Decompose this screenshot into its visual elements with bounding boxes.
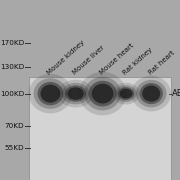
FancyBboxPatch shape bbox=[29, 77, 171, 180]
Text: Rat heart: Rat heart bbox=[147, 49, 175, 76]
Text: ABP1: ABP1 bbox=[172, 89, 180, 98]
Text: Mouse heart: Mouse heart bbox=[99, 42, 135, 76]
Ellipse shape bbox=[120, 89, 132, 99]
Text: Mouse liver: Mouse liver bbox=[72, 44, 105, 76]
Ellipse shape bbox=[136, 80, 166, 107]
Text: Mouse kidney: Mouse kidney bbox=[46, 39, 86, 76]
Ellipse shape bbox=[62, 83, 89, 104]
Ellipse shape bbox=[38, 82, 63, 105]
Ellipse shape bbox=[142, 86, 160, 102]
Ellipse shape bbox=[112, 83, 140, 104]
Ellipse shape bbox=[58, 80, 93, 107]
Ellipse shape bbox=[68, 87, 84, 100]
Text: 130KD: 130KD bbox=[0, 64, 24, 70]
Ellipse shape bbox=[29, 74, 72, 113]
Text: 100KD: 100KD bbox=[0, 91, 24, 97]
Ellipse shape bbox=[131, 76, 171, 111]
Text: Rat kidney: Rat kidney bbox=[122, 46, 154, 76]
Ellipse shape bbox=[115, 85, 137, 102]
Text: 55KD: 55KD bbox=[5, 145, 24, 151]
Ellipse shape bbox=[79, 72, 126, 115]
Ellipse shape bbox=[65, 86, 86, 102]
Ellipse shape bbox=[40, 85, 60, 103]
Text: 170KD: 170KD bbox=[0, 40, 24, 46]
Ellipse shape bbox=[92, 84, 113, 103]
Ellipse shape bbox=[118, 87, 134, 100]
Ellipse shape bbox=[89, 81, 117, 107]
Ellipse shape bbox=[34, 78, 67, 109]
Ellipse shape bbox=[84, 77, 121, 111]
Text: 70KD: 70KD bbox=[5, 123, 24, 129]
Ellipse shape bbox=[140, 83, 163, 104]
